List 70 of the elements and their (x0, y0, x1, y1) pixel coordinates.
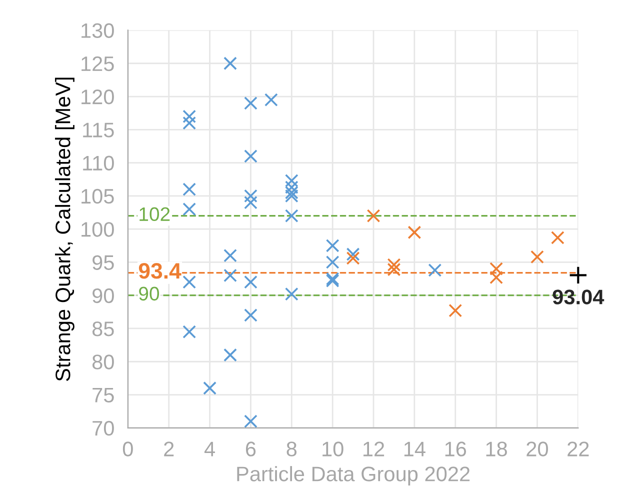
x-tick-label: 0 (122, 442, 133, 456)
x-tick-label: 22 (568, 442, 589, 456)
ref-line-label: 90 (139, 286, 160, 301)
x-tick-label: 8 (286, 442, 297, 456)
point (284, 287, 298, 301)
y-tick-label: 110 (83, 156, 114, 171)
point (244, 189, 258, 203)
point (326, 238, 340, 252)
x-tick-label: 2 (164, 442, 174, 456)
y-tick-label: 70 (92, 420, 114, 436)
point (224, 268, 237, 282)
y-tick-label: 115 (83, 122, 114, 138)
point (224, 348, 237, 362)
point (284, 209, 298, 223)
point (224, 56, 237, 70)
point (366, 209, 380, 223)
point (284, 189, 298, 203)
y-tick-label: 85 (92, 321, 114, 336)
annotation: 93.04 (552, 290, 604, 304)
point (284, 180, 298, 194)
point (264, 93, 278, 107)
x-tick-label: 20 (526, 442, 548, 456)
point (530, 250, 544, 264)
point (346, 252, 360, 265)
x-tick-label: 16 (445, 442, 466, 456)
ref-line-label: 102 (140, 207, 170, 222)
y-tick-label: 90 (92, 288, 114, 304)
point (182, 110, 196, 124)
point (550, 230, 564, 244)
point (224, 248, 237, 262)
point (428, 263, 442, 277)
y-tick-label: 75 (92, 388, 114, 403)
y-tick-label: 120 (82, 90, 114, 104)
point (326, 255, 340, 269)
point (244, 414, 258, 428)
ref-line-label: 93.4 (138, 263, 182, 279)
x-tick-label: 18 (486, 442, 507, 456)
y-tick-label: 80 (92, 354, 114, 370)
point (387, 258, 401, 272)
point (490, 270, 504, 284)
y-tick-label: 95 (92, 255, 114, 270)
point (182, 202, 196, 216)
y-tick-label: 130 (82, 23, 114, 38)
y-tick-label: 105 (82, 188, 114, 204)
x-tick-label: 10 (322, 442, 344, 456)
y-tick-label: 125 (82, 56, 114, 72)
point (408, 226, 422, 240)
point (448, 304, 462, 318)
point (244, 308, 258, 322)
point (203, 381, 216, 395)
x-tick-label: 6 (246, 442, 256, 456)
y-tick-label: 100 (82, 222, 114, 237)
point (284, 174, 298, 188)
point (244, 275, 258, 289)
point (244, 196, 258, 210)
point (244, 149, 258, 163)
point (182, 116, 196, 130)
point (182, 275, 196, 289)
point (244, 96, 258, 110)
point (182, 182, 196, 196)
point (182, 325, 196, 339)
x-axis-title: Particle Data Group 2022 (237, 466, 470, 486)
y-axis-title: Strange Quark, Calculated [MeV] (55, 78, 74, 381)
point (387, 262, 401, 276)
point (346, 248, 360, 261)
x-tick-label: 12 (364, 442, 384, 456)
point (284, 186, 298, 200)
x-tick-label: 4 (204, 442, 215, 456)
point (490, 262, 504, 276)
x-tick-label: 14 (404, 442, 426, 456)
